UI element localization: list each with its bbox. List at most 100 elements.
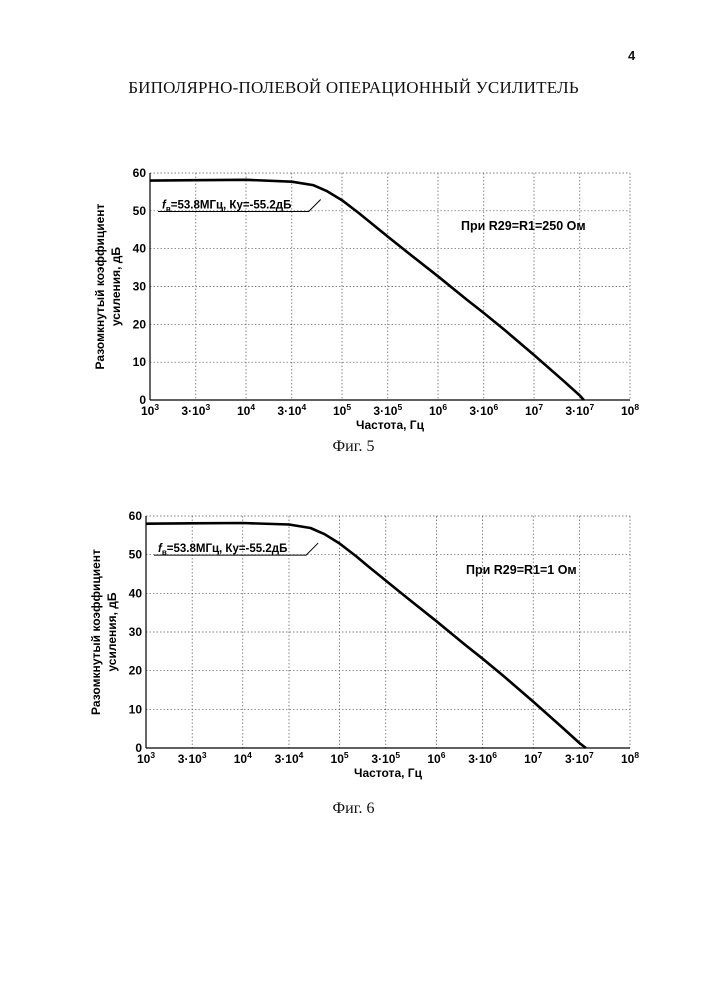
y-tick-label: 20 (129, 664, 143, 678)
x-tick-label: 3·106 (469, 402, 498, 418)
x-tick-label: 3·107 (565, 402, 594, 418)
annotation-value: =53.8МГц, Ку=-55.2дБ (167, 543, 288, 555)
annotation-value: =53.8МГц, Ку=-55.2дБ (171, 199, 292, 211)
annotation-f-symbol: f (158, 543, 163, 555)
x-tick-exponent: 8 (634, 402, 639, 412)
x-tick-base: 10 (237, 404, 251, 418)
y-tick-label: 50 (133, 204, 147, 218)
x-tick-label: 106 (427, 750, 445, 766)
x-tick-base: 10 (524, 752, 538, 766)
x-tick-label: 104 (237, 402, 255, 418)
x-tick-base: 10 (137, 752, 151, 766)
x-tick-exponent: 6 (442, 402, 447, 412)
y-tick-label: 30 (129, 625, 143, 639)
figure-caption-6: Фиг. 6 (332, 800, 375, 817)
y-axis-title-line: Разомкнутый коэффициент (93, 203, 107, 369)
x-tick-exponent: 3 (202, 750, 207, 760)
x-tick-label: 108 (621, 750, 639, 766)
condition-label: При R29=R1=250 Ом (461, 219, 586, 233)
y-tick-label: 0 (139, 393, 146, 407)
x-tick-exponent: 6 (441, 750, 446, 760)
x-tick-exponent: 5 (344, 750, 349, 760)
x-tick-base: 3·10 (565, 752, 589, 766)
y-tick-label: 50 (129, 548, 143, 562)
x-tick-label: 3·103 (178, 750, 207, 766)
x-tick-base: 10 (141, 404, 155, 418)
x-tick-exponent: 7 (538, 402, 543, 412)
x-tick-label: 103 (141, 402, 159, 418)
x-tick-label: 107 (524, 750, 542, 766)
x-tick-base: 10 (333, 404, 347, 418)
x-tick-base: 3·10 (275, 752, 299, 766)
x-tick-base: 10 (621, 404, 635, 418)
x-tick-base: 10 (429, 404, 443, 418)
x-tick-base: 3·10 (181, 404, 205, 418)
x-tick-base: 3·10 (178, 752, 202, 766)
condition-label: При R29=R1=1 Ом (466, 563, 577, 577)
x-tick-exponent: 3 (150, 750, 155, 760)
x-tick-exponent: 7 (589, 750, 594, 760)
annotation-callout: fв=53.8МГц, Ку=-55.2дБ (154, 542, 319, 557)
x-tick-label: 3·105 (373, 402, 402, 418)
x-tick-exponent: 5 (395, 750, 400, 760)
x-tick-exponent: 6 (493, 402, 498, 412)
annotation-leader (154, 542, 319, 556)
x-tick-label: 107 (525, 402, 543, 418)
series-line (149, 178, 585, 401)
x-tick-exponent: 3 (154, 402, 159, 412)
annotation-f-subscript: в (166, 204, 171, 213)
annotation-text: fв=53.8МГц, Ку=-55.2дБ (162, 199, 291, 213)
grid (149, 172, 631, 401)
x-tick-base: 3·10 (277, 404, 301, 418)
y-tick-label: 30 (133, 280, 147, 294)
x-tick-label: 3·105 (371, 750, 400, 766)
y-axis-title-line: Разомкнутый коэффициент (89, 549, 103, 715)
x-axis-title: Частота, Гц (354, 766, 423, 780)
annotation-leader (158, 199, 322, 212)
y-tick-label: 40 (129, 586, 143, 600)
annotation-text: fв=53.8МГц, Ку=-55.2дБ (158, 543, 287, 557)
annotation-callout: fв=53.8МГц, Ку=-55.2дБ (158, 199, 322, 213)
x-tick-exponent: 7 (538, 750, 543, 760)
page-number: 4 (628, 48, 636, 63)
y-tick-label: 20 (133, 317, 147, 331)
x-axis-title: Частота, Гц (356, 418, 425, 432)
x-tick-label: 103 (137, 750, 155, 766)
y-tick-label: 60 (129, 509, 143, 523)
y-tick-label: 60 (133, 166, 147, 180)
x-tick-exponent: 4 (247, 750, 252, 760)
x-tick-label: 3·106 (468, 750, 497, 766)
x-tick-label: 3·104 (275, 750, 304, 766)
y-axis-title-line: усиления, дБ (109, 247, 123, 326)
x-tick-label: 105 (333, 402, 351, 418)
x-tick-base: 3·10 (371, 752, 395, 766)
x-tick-exponent: 5 (346, 402, 351, 412)
x-tick-label: 106 (429, 402, 447, 418)
series-line (145, 521, 587, 750)
x-tick-base: 10 (234, 752, 248, 766)
document-title: БИПОЛЯРНО-ПОЛЕВОЙ ОПЕРАЦИОННЫЙ УСИЛИТЕЛЬ (128, 78, 579, 97)
annotation-f-symbol: f (162, 199, 167, 211)
x-tick-exponent: 6 (492, 750, 497, 760)
x-tick-base: 10 (525, 404, 539, 418)
x-tick-label: 3·103 (181, 402, 210, 418)
x-tick-exponent: 8 (634, 750, 639, 760)
y-axis-title-line: усиления, дБ (105, 592, 119, 671)
y-tick-label: 0 (135, 741, 142, 755)
y-tick-label: 10 (133, 355, 147, 369)
x-tick-base: 3·10 (468, 752, 492, 766)
x-tick-base: 3·10 (565, 404, 589, 418)
x-tick-exponent: 4 (250, 402, 255, 412)
x-tick-base: 3·10 (373, 404, 397, 418)
y-tick-label: 40 (133, 242, 147, 256)
x-tick-label: 105 (331, 750, 349, 766)
x-tick-exponent: 4 (301, 402, 306, 412)
x-tick-exponent: 4 (299, 750, 304, 760)
x-tick-base: 10 (331, 752, 345, 766)
x-tick-exponent: 5 (397, 402, 402, 412)
x-tick-base: 3·10 (469, 404, 493, 418)
x-tick-base: 10 (427, 752, 441, 766)
x-tick-label: 3·107 (565, 750, 594, 766)
